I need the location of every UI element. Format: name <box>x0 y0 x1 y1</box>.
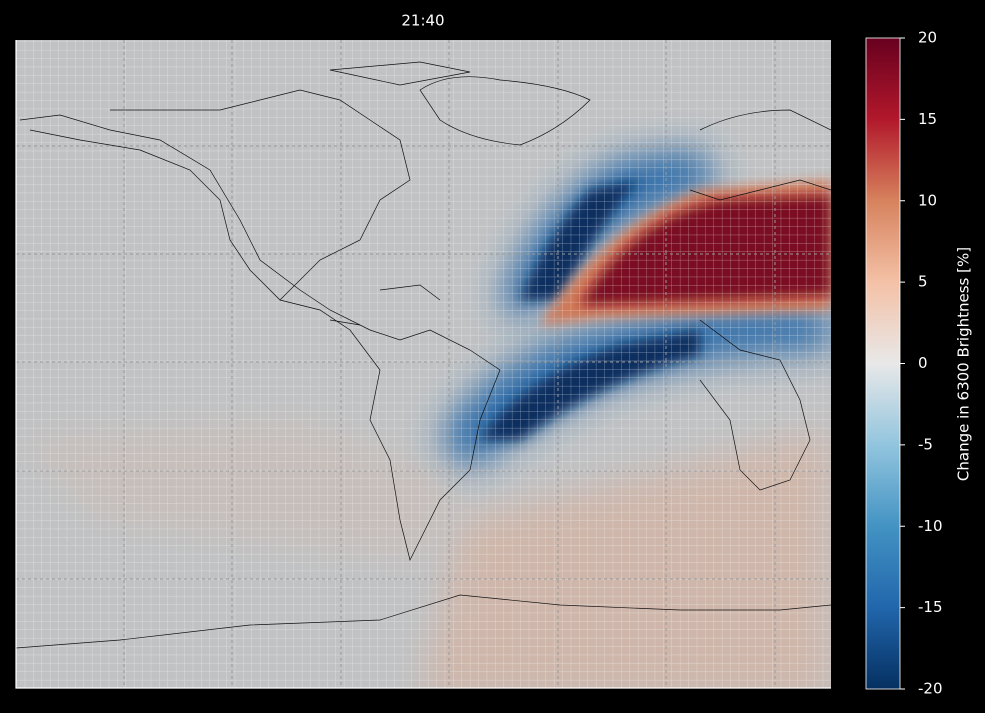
colorbar-tick-label: 10 <box>918 191 937 209</box>
map <box>16 40 831 688</box>
colorbar-tick-label: -15 <box>918 598 943 616</box>
colorbar-tick-label: 15 <box>918 110 937 128</box>
colorbar-tick-label: -20 <box>918 680 943 698</box>
colorbar-tick-label: 20 <box>918 29 937 47</box>
colorbar-tick-label: 5 <box>918 273 928 291</box>
colorbar-tick-label: -10 <box>918 517 943 535</box>
colorbar-tick-label: 0 <box>918 354 928 372</box>
axes-frame <box>15 40 831 689</box>
title: 21:40 <box>401 12 444 30</box>
colorbar <box>865 37 901 690</box>
colorbar-label: Change in 6300 Brightness [%] <box>955 247 973 481</box>
colorbar-tick-label: -5 <box>918 435 933 453</box>
